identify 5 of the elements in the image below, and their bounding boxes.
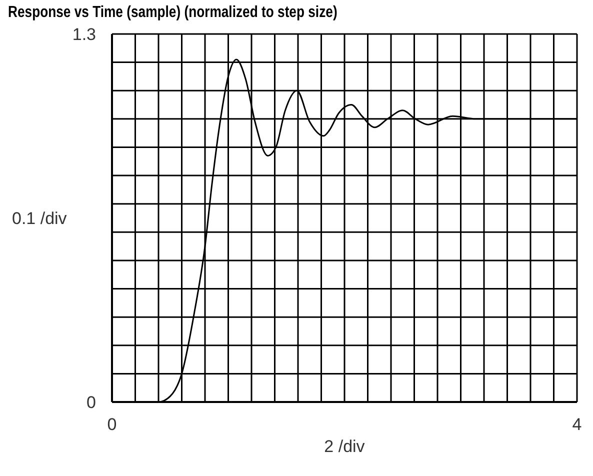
chart-title: Response vs Time (sample) (normalized to step size) <box>8 4 338 22</box>
y-axis-title: 0.1 /div <box>12 209 68 228</box>
x-axis-title: 2 /div <box>324 437 366 456</box>
y-tick-label: 1.3 <box>72 25 96 44</box>
x-tick-label: 4 <box>572 415 582 434</box>
